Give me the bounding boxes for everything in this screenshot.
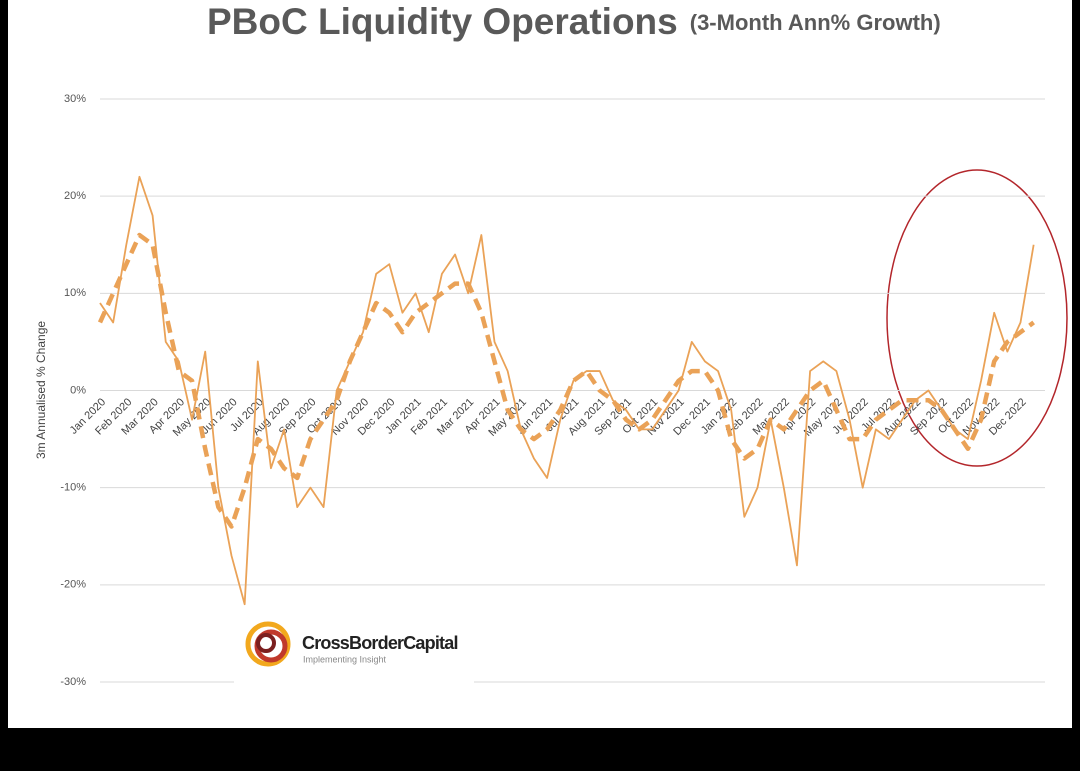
y-tick-label: 20% <box>64 190 86 202</box>
brand: CrossBorderCapital <box>302 633 458 653</box>
highlight-circle <box>886 169 1068 467</box>
y-axis-label: 3m Annualised % Change <box>34 321 48 459</box>
title: PBoC Liquidity Operations <box>207 1 678 42</box>
y-tick-label: 30% <box>64 93 86 105</box>
logo: CrossBorderCapital Implementing Insight <box>234 605 474 685</box>
chart-background <box>8 0 1072 728</box>
y-tick-label: -10% <box>60 482 86 494</box>
chart-title: PBoC Liquidity Operations (3-Month Ann% G… <box>207 1 941 42</box>
data-line <box>99 175 1035 606</box>
trend-line <box>97 232 1035 529</box>
subtitle: (3-Month Ann% Growth) <box>690 10 941 35</box>
brand-tagline: Implementing Insight <box>303 654 387 664</box>
logo-ring <box>245 621 291 667</box>
y-tick-label: 0% <box>70 384 86 396</box>
logo-ring <box>256 633 276 653</box>
y-tick-label: 10% <box>64 287 86 299</box>
y-tick-label: -30% <box>60 676 86 688</box>
y-tick-label: -20% <box>60 579 86 591</box>
